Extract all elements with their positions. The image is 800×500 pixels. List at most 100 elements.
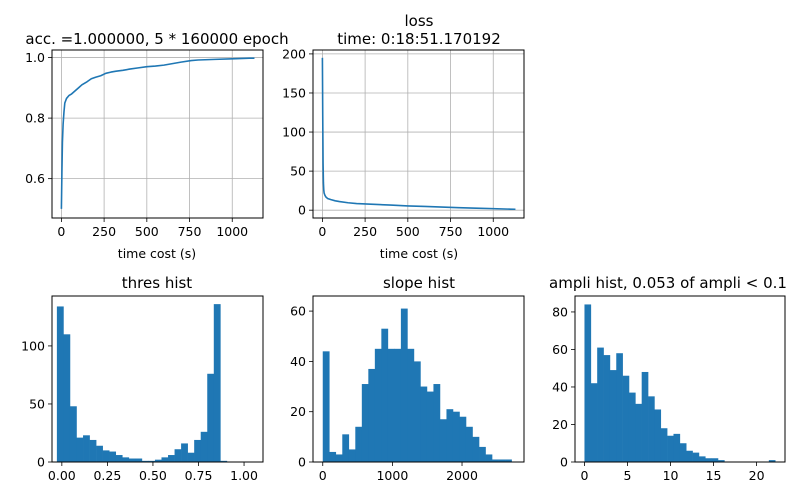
ampli-bar-9 (641, 371, 649, 462)
ampli-ytick-label-3: 60 (552, 342, 568, 357)
ampli-bar-4 (609, 370, 617, 462)
ampli-bar-15 (679, 443, 687, 462)
slope-bar-21 (459, 416, 467, 462)
slope-ytick-label-1: 20 (290, 404, 306, 419)
acc-ytick-label-0: 0.6 (25, 171, 45, 186)
acc-series-line (60, 57, 255, 209)
acc-xtick-label-3: 750 (178, 224, 202, 239)
slope-bar-15 (420, 386, 428, 462)
thres-bar-5 (89, 439, 97, 462)
ampli-bar-14 (673, 433, 681, 462)
ampli-bar-12 (660, 428, 668, 462)
loss-ytick-label-2: 100 (282, 125, 306, 140)
acc-xtick-label-2: 500 (135, 224, 159, 239)
ampli-ytick-label-1: 20 (552, 417, 568, 432)
loss-xtick-label-0: 0 (318, 224, 326, 239)
ampli-xtick-label-1: 5 (624, 468, 632, 483)
loss-series-line (321, 57, 516, 211)
thres-bar-13 (141, 460, 149, 462)
slope-bar-5 (355, 426, 363, 462)
thres-bar-9 (115, 455, 123, 462)
thres-axes-frame (51, 295, 264, 463)
ampli-bar-11 (654, 409, 662, 462)
acc-xtick-label-0: 0 (57, 224, 65, 239)
ampli-xtick-label-3: 15 (706, 468, 722, 483)
loss-ytick-label-3: 150 (282, 85, 306, 100)
ampli-bar-2 (597, 347, 604, 462)
slope-bar-9 (381, 328, 389, 462)
thres-bar-4 (83, 435, 90, 462)
loss-xtick-label-1: 250 (353, 224, 377, 239)
accuracy-xlabel: time cost (s) (118, 246, 196, 261)
slope-bar-13 (407, 348, 415, 462)
acc-xtick-label-4: 1000 (216, 224, 248, 239)
thres-bar-12 (135, 458, 143, 462)
ampli-hist-panel: ampli hist, 0.053 of ampli < 0.1 0 5 10 15 2… (549, 274, 787, 483)
thres-bar-18 (174, 449, 182, 462)
slope-hist-panel: slope hist 0 1000 2000 0 20 40 60 (290, 274, 525, 483)
ampli-bar-10 (648, 396, 655, 462)
ampli-bar-3 (603, 355, 611, 462)
thres-xtick-label-0: 0.00 (48, 468, 76, 483)
slope-bar-8 (374, 348, 382, 462)
thres-xtick-label-4: 1.00 (230, 468, 258, 483)
thres-bar-1 (63, 334, 71, 462)
loss-ytick-label-4: 200 (282, 46, 306, 61)
slope-xtick-label-0: 0 (319, 468, 327, 483)
thres-bar-14 (148, 460, 156, 462)
slope-bar-12 (400, 308, 408, 462)
ampli-ytick-label-2: 40 (552, 379, 568, 394)
thres-bar-0 (56, 306, 64, 462)
ampli-bar-7 (628, 392, 636, 462)
thres-bar-6 (96, 445, 103, 462)
slope-bar-27 (498, 459, 506, 462)
loss-xtick-label-4: 1000 (477, 224, 509, 239)
slope-hist-title: slope hist (383, 274, 455, 292)
thres-bar-11 (128, 458, 136, 462)
slope-ytick-label-3: 60 (290, 304, 306, 319)
slope-bar-10 (387, 348, 395, 462)
thres-bar-19 (181, 443, 188, 462)
thres-bar-22 (200, 431, 208, 462)
slope-bar-2 (335, 454, 343, 462)
ampli-ytick-label-0: 0 (560, 455, 568, 470)
thres-hist-panel: thres hist 0.00 0.25 0.50 0.75 1.00 0 50 100 (21, 274, 264, 483)
slope-bar-4 (348, 449, 356, 462)
loss-ytick-label-1: 50 (290, 164, 306, 179)
slope-bar-25 (485, 454, 493, 462)
thres-bar-24 (213, 304, 221, 462)
slope-bar-11 (394, 348, 402, 462)
ampli-bar-13 (667, 435, 674, 462)
thres-bar-2 (69, 406, 77, 462)
acc-ytick-label-2: 1.0 (25, 50, 45, 65)
acc-ytick-label-1: 0.8 (25, 111, 45, 126)
slope-bar-26 (492, 459, 499, 462)
slope-bar-20 (452, 411, 460, 462)
thres-xtick-label-2: 0.50 (139, 468, 167, 483)
ampli-bar-19 (705, 458, 712, 462)
thres-hist-title: thres hist (122, 274, 193, 292)
thres-bar-25 (220, 460, 228, 462)
slope-ytick-label-0: 0 (298, 455, 306, 470)
slope-bar-19 (446, 409, 454, 462)
thres-ytick-label-0: 0 (37, 455, 45, 470)
ampli-bar-6 (622, 375, 630, 462)
slope-bar-7 (368, 368, 376, 462)
acc-axes-frame (51, 49, 264, 219)
slope-bar-0 (322, 351, 330, 462)
thres-ytick-label-1: 50 (29, 396, 45, 411)
slope-bar-6 (361, 384, 369, 462)
loss-xlabel: time cost (s) (380, 246, 458, 261)
slope-xtick-label-1: 1000 (376, 468, 408, 483)
ampli-xtick-label-4: 20 (749, 468, 765, 483)
acc-xtick-label-1: 250 (92, 224, 116, 239)
slope-ytick-label-2: 40 (290, 354, 306, 369)
slope-bar-16 (426, 391, 434, 462)
ampli-xtick-label-2: 10 (663, 468, 679, 483)
slope-bar-1 (329, 451, 337, 462)
thres-bar-17 (168, 455, 175, 462)
ampli-bar-29 (768, 460, 776, 462)
loss-subtitle: time: 0:18:51.170192 (337, 30, 501, 48)
loss-xtick-label-2: 500 (396, 224, 420, 239)
slope-axes-frame (312, 295, 525, 463)
